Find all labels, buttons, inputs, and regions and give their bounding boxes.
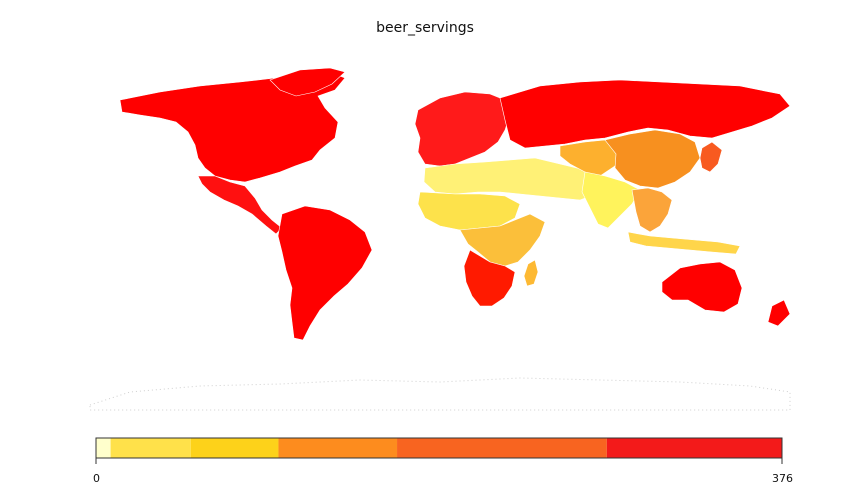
region-japan-korea[interactable] (699, 141, 723, 173)
colorbar-segment (190, 438, 279, 458)
colorbar-segment (278, 438, 398, 458)
region-southeast-asia[interactable] (631, 187, 673, 233)
colorbar-min-label: 0 (93, 472, 100, 485)
region-europe[interactable] (414, 91, 511, 167)
region-central-asia[interactable] (559, 139, 621, 177)
region-australia[interactable] (661, 261, 743, 313)
colorbar-segment (96, 438, 111, 458)
antarctica-outline (89, 377, 791, 411)
region-southern-africa[interactable] (463, 249, 516, 307)
colorbar-frame (95, 437, 783, 459)
colorbar-max-label: 376 (772, 472, 793, 485)
colorbar-segment (397, 438, 607, 458)
colorbar-segment (110, 438, 191, 458)
colorbar-segment (606, 438, 782, 458)
colorbar-segments (96, 438, 782, 458)
region-new-zealand[interactable] (767, 299, 791, 327)
region-russia[interactable] (499, 79, 791, 149)
region-indonesia[interactable] (627, 231, 741, 255)
region-china[interactable] (604, 129, 701, 189)
region-south-america[interactable] (277, 205, 373, 341)
region-madagascar[interactable] (523, 259, 539, 287)
map-title: beer_servings (376, 20, 474, 36)
region-greenland[interactable] (269, 67, 346, 97)
region-south-asia[interactable] (581, 171, 641, 229)
region-central-east-africa[interactable] (459, 213, 546, 267)
